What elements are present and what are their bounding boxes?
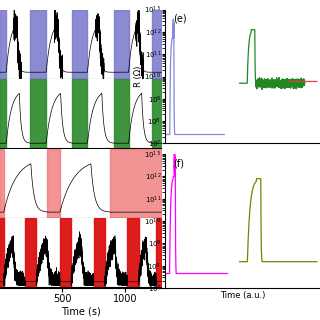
Bar [156,218,162,288]
Bar [110,149,162,218]
Y-axis label: R (Ω): R (Ω) [134,66,143,87]
Bar [0,218,4,288]
Bar [127,218,139,288]
Bar [30,10,46,79]
Bar [0,10,6,79]
Bar [152,10,162,79]
Bar [47,149,60,218]
Text: (e): (e) [173,14,187,24]
Bar [0,79,6,149]
X-axis label: Time (a.u.): Time (a.u.) [220,291,265,300]
Bar [114,79,129,149]
Bar [72,10,87,79]
Bar [114,10,129,79]
Bar [30,79,46,149]
Bar [72,79,87,149]
Bar [25,218,36,288]
X-axis label: Time (s): Time (s) [61,306,101,316]
Text: (f): (f) [173,158,184,168]
Bar [94,218,105,288]
Bar [152,79,162,149]
Bar [60,218,71,288]
Bar [0,149,4,218]
